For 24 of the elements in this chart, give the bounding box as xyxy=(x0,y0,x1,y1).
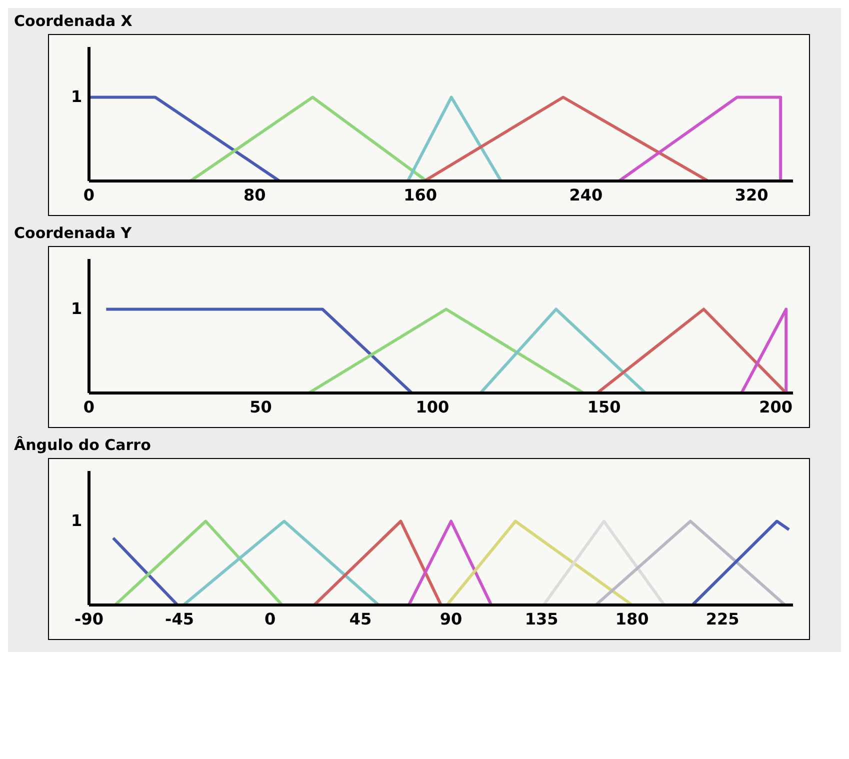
x-tick-label: 135 xyxy=(524,609,558,628)
x-tick-label: 320 xyxy=(734,185,768,204)
x-tick-label: -90 xyxy=(74,609,104,628)
chart-title: Coordenada Y xyxy=(13,224,133,244)
x-tick-label: 225 xyxy=(706,609,740,628)
x-tick-label: -45 xyxy=(165,609,194,628)
x-tick-label: 80 xyxy=(244,185,266,204)
text: 1 xyxy=(71,511,82,530)
x-tick-label: 100 xyxy=(416,397,450,416)
text: 1 xyxy=(71,87,82,106)
x-tick-label: 0 xyxy=(83,185,95,204)
x-tick-label: 45 xyxy=(349,609,372,628)
x-tick-label: 90 xyxy=(440,609,462,628)
text: 1 xyxy=(71,299,82,318)
x-tick-label: 0 xyxy=(83,397,95,416)
chart-title: Ângulo do Carro xyxy=(13,436,152,456)
x-tick-label: 240 xyxy=(569,185,603,204)
chart-title: Coordenada X xyxy=(13,12,134,32)
x-tick-label: 160 xyxy=(404,185,437,204)
x-tick-label: 200 xyxy=(759,397,793,416)
x-tick-label: 50 xyxy=(250,397,272,416)
x-tick-label: 0 xyxy=(264,609,276,628)
x-tick-label: 150 xyxy=(587,397,621,416)
x-tick-label: 180 xyxy=(615,609,649,628)
